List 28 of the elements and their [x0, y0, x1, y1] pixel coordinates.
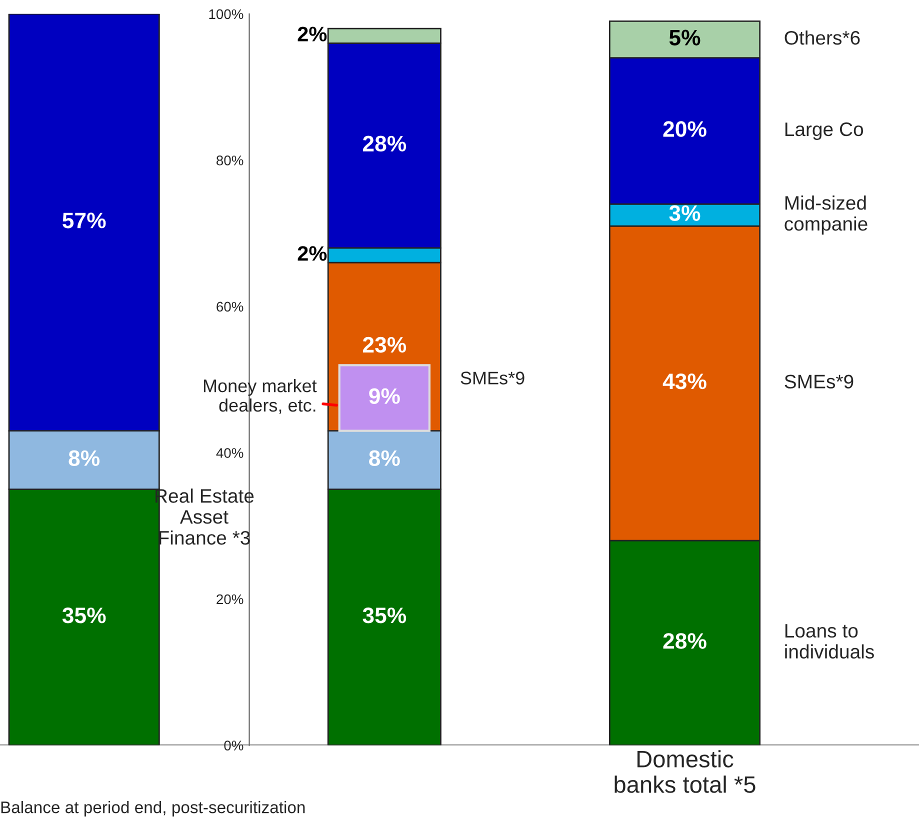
data-label: 3%	[669, 205, 700, 222]
series-label: Large Co	[785, 122, 864, 140]
data-label: 20%	[663, 121, 706, 137]
series-label: SMEs*9	[784, 374, 854, 388]
data-label: 28%	[362, 136, 406, 152]
annotation: SMEs*9	[460, 372, 524, 384]
data-label: 35%	[62, 608, 106, 624]
x-tick-label: Domestic banks total *5	[614, 750, 756, 793]
y-tick-label: 20%	[216, 594, 244, 604]
y-tick-label: 60%	[216, 302, 244, 312]
data-label: 5%	[669, 30, 700, 46]
data-label: 8%	[68, 450, 100, 466]
y-tick-label: 80%	[216, 156, 244, 166]
data-label: 23%	[362, 336, 406, 353]
data-label: 35%	[362, 608, 406, 624]
data-label: 2%	[298, 246, 327, 261]
series-label: Mid-sized companie	[784, 196, 868, 235]
y-tick-label: 40%	[216, 448, 244, 458]
data-label: 43%	[662, 373, 706, 390]
text: Balance at period end, post-securitization	[1, 801, 305, 817]
data-label: 8%	[369, 450, 400, 466]
annotation: 9%	[369, 388, 400, 404]
data-label: 28%	[663, 633, 706, 649]
data-label: 57%	[62, 212, 106, 228]
data-label: 2%	[298, 26, 327, 42]
series-label: Others*6	[784, 30, 860, 45]
y-tick-label: 100%	[209, 9, 244, 20]
series-label: Loans to individuals	[785, 624, 874, 659]
